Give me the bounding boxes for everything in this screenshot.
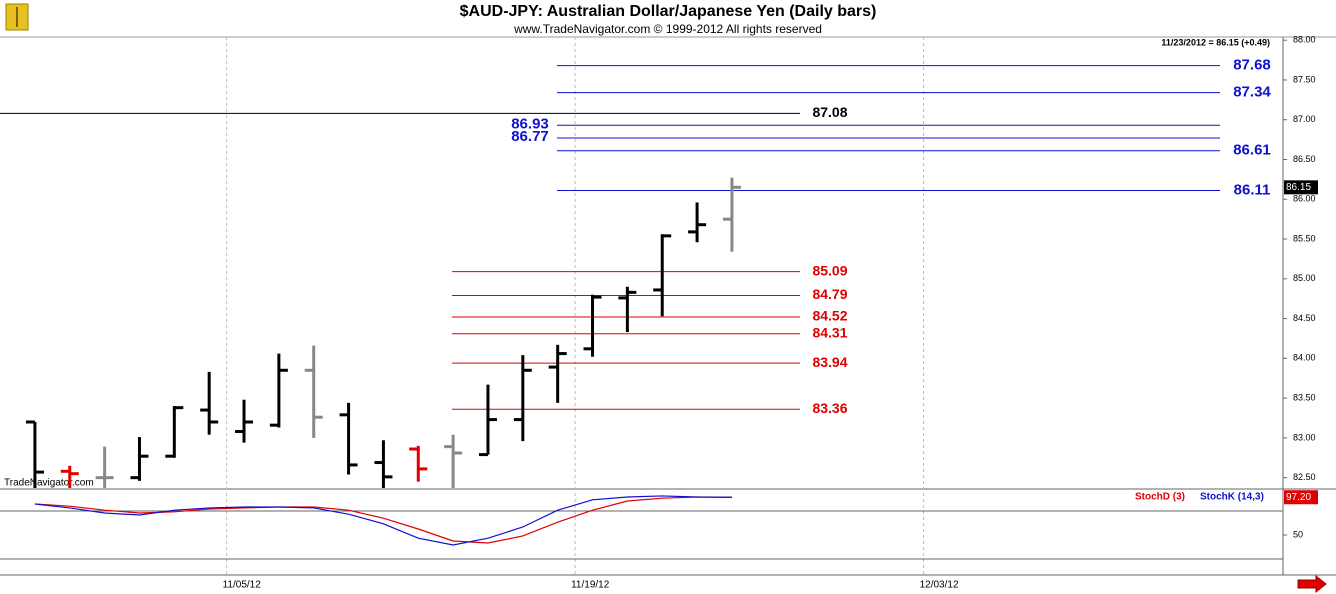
- x-tick-label: 11/19/12: [571, 580, 610, 591]
- level-label: 84.52: [812, 308, 847, 324]
- legend-entry: StochD (3): [1135, 492, 1185, 503]
- last-value-box: [1284, 180, 1318, 195]
- level-label: 85.09: [812, 262, 847, 278]
- level-label: 87.34: [1233, 84, 1271, 101]
- info-label: 11/23/2012 = 86.15 (+0.49): [1161, 37, 1270, 47]
- logo: [5, 3, 29, 31]
- x-tick-label: 11/05/12: [223, 580, 262, 591]
- level-label: 83.94: [812, 354, 847, 370]
- y-tick-label: 83.00: [1293, 432, 1316, 442]
- level-label: 86.77: [511, 128, 549, 145]
- scroll-arrow[interactable]: [1297, 574, 1327, 594]
- y-tick-label: 86.50: [1293, 154, 1316, 164]
- stoch-line: [34, 496, 732, 544]
- y-tick-label: 88.00: [1293, 35, 1316, 45]
- last-value-label: 86.15: [1286, 182, 1311, 193]
- x-tick-label: 12/03/12: [920, 580, 959, 591]
- level-label: 86.61: [1233, 142, 1271, 159]
- y-tick-label: 85.00: [1293, 273, 1316, 283]
- level-label: 84.79: [812, 286, 847, 302]
- legend-entry: StochK (14,3): [1200, 492, 1264, 503]
- last-value-box: [1284, 490, 1318, 505]
- watermark: TradeNavigator.com: [4, 478, 94, 489]
- chart-subtitle: www.TradeNavigator.com © 1999-2012 All r…: [513, 22, 822, 36]
- y-tick-label: 83.50: [1293, 392, 1316, 402]
- y-tick-label: 50: [1293, 529, 1303, 539]
- last-value-label: 97.20: [1286, 492, 1311, 503]
- y-tick-label: 87.00: [1293, 114, 1316, 124]
- level-label: 87.68: [1233, 57, 1271, 74]
- level-label: 86.93: [511, 115, 549, 132]
- stoch-line: [34, 495, 732, 546]
- y-tick-label: 84.50: [1293, 313, 1316, 323]
- y-tick-label: 82.50: [1293, 472, 1316, 482]
- level-label: 87.08: [812, 104, 847, 120]
- level-label: 86.11: [1234, 181, 1271, 198]
- level-label: 83.36: [812, 400, 847, 416]
- chart-title: $AUD-JPY: Australian Dollar/Japanese Yen…: [460, 3, 877, 20]
- y-tick-label: 84.00: [1293, 353, 1316, 363]
- y-tick-label: 86.00: [1293, 194, 1316, 204]
- y-tick-label: 87.50: [1293, 74, 1316, 84]
- y-tick-label: 85.50: [1293, 233, 1316, 243]
- level-label: 84.31: [812, 324, 847, 340]
